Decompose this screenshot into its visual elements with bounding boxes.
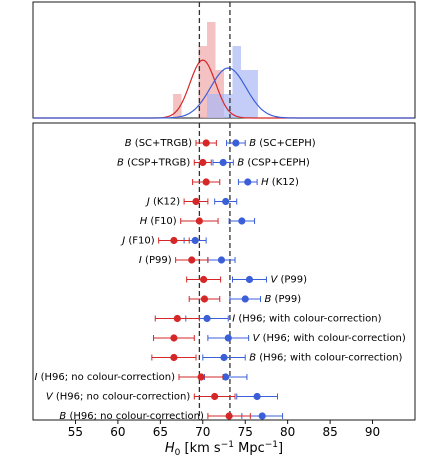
- row-0-ceph-point: [232, 139, 240, 147]
- row-14-left-label: B (H96; no colour-correction): [59, 411, 204, 422]
- row-3-left-label: J (K12): [145, 197, 180, 208]
- row-6-trgb-point: [188, 256, 196, 264]
- row-10-trgb-point: [170, 334, 178, 342]
- ceph-hist-bar-7: [232, 46, 241, 118]
- row-2-ceph-point: [244, 178, 252, 186]
- row-6-ceph-point: [217, 256, 226, 264]
- row-13-left-label: V (H96; no colour-correction): [46, 392, 191, 403]
- row-0-left-label: B (SC+TRGB): [125, 138, 192, 149]
- x-tick-label-5: 80: [280, 425, 295, 439]
- row-3-ceph-point: [222, 197, 230, 206]
- row-9-ceph-point: [203, 314, 211, 323]
- row-4-left-label: H (F10): [140, 216, 177, 227]
- trgb-hist-bar-3: [198, 46, 208, 118]
- ceph-kde-curve: [33, 67, 414, 119]
- row-11-trgb-point: [170, 353, 178, 362]
- row-8-right-label: B (P99): [265, 294, 302, 305]
- row-5-trgb-point: [170, 236, 178, 245]
- row-11-right-label: B (H96; with colour-correction): [249, 353, 402, 364]
- data-points: [151, 139, 284, 420]
- row-4-ceph-point: [238, 217, 246, 225]
- row-1-ceph-point: [219, 158, 227, 167]
- x-axis-title-sup-b: −1: [265, 440, 278, 450]
- row-7-trgb-point: [200, 275, 208, 284]
- row-5-left-label: J (F10): [120, 236, 155, 247]
- ceph-hist-bar-4: [207, 94, 216, 118]
- x-axis-ticks: 55 60 65 70 75 80 85 90: [68, 420, 380, 439]
- row-10-right-label: V (H96; with colour-correction): [253, 333, 406, 344]
- x-tick-label-1: 60: [110, 425, 125, 439]
- x-axis-title-unit-a: [km s: [180, 441, 221, 456]
- x-tick-label-7: 90: [365, 425, 380, 439]
- row-7-ceph-point: [245, 275, 254, 284]
- row-14-trgb-point: [225, 412, 233, 420]
- row-1-trgb-point: [199, 158, 207, 167]
- row-6-left-label: I (P99): [139, 255, 172, 266]
- trgb-hist-bar-4: [207, 22, 216, 118]
- row-12-left-label: I (H96; no colour-correction): [34, 372, 175, 383]
- row-8-trgb-point: [200, 295, 209, 303]
- ceph-hist-bar-9: [249, 70, 258, 118]
- ceph-hist-bar-6: [224, 94, 233, 118]
- row-10-ceph-point: [224, 334, 232, 342]
- x-tick-label-2: 65: [153, 425, 168, 439]
- x-tick-label-4: 75: [238, 425, 253, 439]
- row-7-right-label: V (P99): [270, 275, 307, 286]
- row-5-ceph-point: [191, 236, 199, 245]
- row-2-right-label: H (K12): [261, 177, 299, 188]
- row-0-right-label: B (SC+CEPH): [249, 138, 316, 149]
- x-axis-title: H0 [km s−1 Mpc−1]: [165, 440, 283, 458]
- histogram-panel: [32, 1, 416, 119]
- row-0-trgb-point: [202, 139, 210, 147]
- row-13-ceph-point: [253, 392, 261, 401]
- x-axis-title-sup-a: −1: [221, 440, 234, 450]
- row-13-trgb-point: [211, 392, 219, 401]
- row-1-right-label: B (CSP+CEPH): [237, 158, 310, 169]
- row-labels: B (SC+TRGB) B (SC+CEPH) B (CSP+TRGB) B (CSP…: [34, 138, 405, 422]
- ceph-hist-bar-8: [240, 70, 250, 118]
- row-12-ceph-point: [222, 373, 230, 381]
- x-axis-title-unit-c: ]: [278, 441, 283, 456]
- x-tick-label-3: 70: [195, 425, 210, 439]
- row-11-ceph-point: [220, 353, 228, 362]
- reference-lines: [198, 123, 231, 420]
- x-tick-label-6: 85: [322, 425, 337, 439]
- row-14-ceph-point: [258, 412, 266, 420]
- row-3-trgb-point: [192, 197, 200, 206]
- main-panel: B (SC+TRGB) B (SC+CEPH) B (CSP+TRGB) B (CSP…: [32, 122, 416, 439]
- row-9-trgb-point: [173, 314, 181, 323]
- x-tick-label-0: 55: [68, 425, 83, 439]
- ceph-hist-bar-5: [215, 94, 224, 118]
- x-axis-title-unit-b: Mpc: [234, 441, 265, 456]
- row-1-left-label: B (CSP+TRGB): [117, 158, 190, 169]
- row-4-trgb-point: [195, 217, 203, 225]
- row-2-trgb-point: [202, 178, 210, 186]
- row-12-trgb-point: [197, 373, 205, 381]
- main-frame: [32, 122, 416, 421]
- row-8-ceph-point: [241, 295, 249, 303]
- x-axis-title-sub: 0: [175, 448, 181, 458]
- trgb-hist-bar-0: [173, 94, 182, 118]
- row-9-right-label: I (H96; with colour-correction): [232, 314, 381, 325]
- x-axis-title-main: H: [165, 441, 175, 456]
